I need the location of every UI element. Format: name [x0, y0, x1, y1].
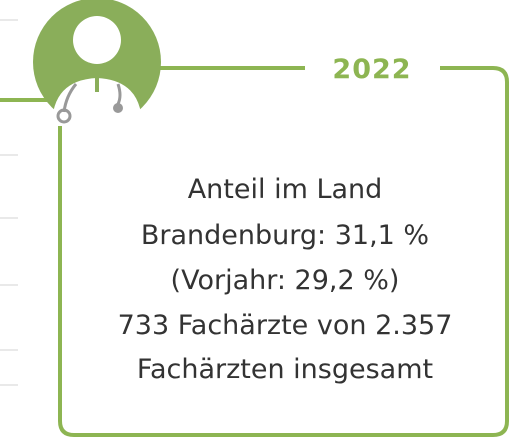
text-line: Fachärzten insgesamt — [137, 354, 433, 385]
side-rules — [0, 19, 18, 386]
text-line: 733 Fachärzte von 2.357 — [118, 310, 453, 341]
year-badge: 2022 — [332, 54, 411, 85]
doctor-icon — [52, 16, 142, 126]
box-border — [58, 66, 509, 437]
text-line: Anteil im Land — [188, 174, 383, 205]
text-line: (Vorjahr: 29,2 %) — [171, 265, 400, 296]
text-line: Brandenburg: 31,1 % — [141, 220, 429, 251]
